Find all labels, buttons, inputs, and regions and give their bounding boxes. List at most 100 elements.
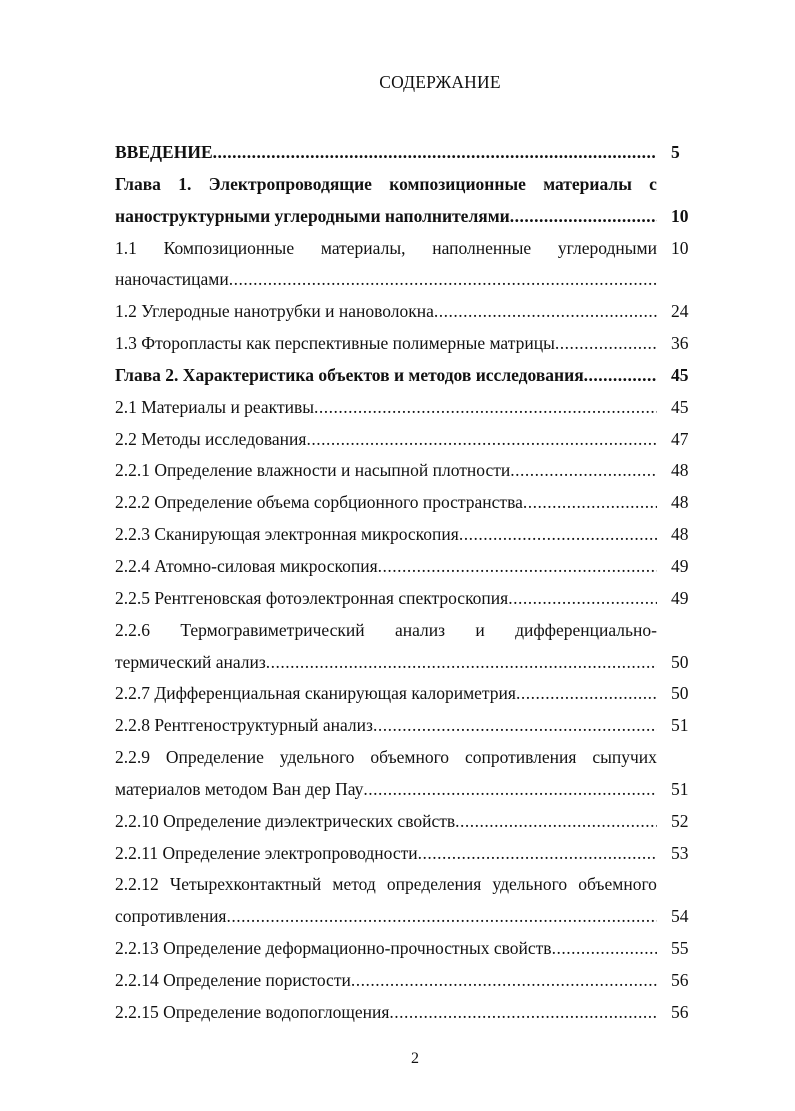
toc-entry-title: 2.2.1 Определение влажности и насыпной п… [115,460,511,481]
toc-entry-title: 2.2.3 Сканирующая электронная микроскопи… [115,524,459,545]
toc-entry-page: 49 [670,587,689,608]
toc-entry-text-cell: 2.2.1 Определение влажности и насыпной п… [115,455,657,487]
toc-entry-page: 55 [670,938,689,959]
toc-entry-line: наноструктурными углеродными наполнителя… [115,201,710,233]
dot-leader [314,392,657,424]
dot-leader [373,710,657,742]
toc-entry-line: 2.2.10 Определение диэлектрических свойс… [115,806,710,838]
toc-entry[interactable]: 2.2.9 Определение удельного объемного со… [115,742,710,806]
toc-entry-line: 2.2.14 Определение пористости 56 [115,965,710,997]
dot-leader [266,647,657,679]
toc-entry-first-line: 2.2.6 Термогравиметрический анализ и диф… [115,615,710,647]
toc-entry-title: ВВЕДЕНИЕ [115,142,213,162]
toc-entry-title-part: 2.2.9 Определение удельного объемного со… [115,747,657,768]
dot-leader [455,806,657,838]
toc-entry[interactable]: Глава 1. Электропроводящие композиционны… [115,169,710,233]
toc-entry[interactable]: 2.2.6 Термогравиметрический анализ и диф… [115,615,710,679]
toc-entry[interactable]: 2.2.11 Определение электропроводности 53 [115,838,710,870]
toc-entry-line: 1.2 Углеродные нанотрубки и нановолокна 2… [115,296,710,328]
toc-entry-title: 2.2.2 Определение объема сорбционного пр… [115,492,523,513]
toc-entry-first-line: 2.2.12 Четырехконтактный метод определен… [115,869,710,901]
toc-entry[interactable]: 2.2.8 Рентгеноструктурный анализ 51 [115,710,710,742]
dot-leader [584,360,657,392]
toc-entry[interactable]: 2.2 Методы исследования 47 [115,424,710,456]
toc-entry[interactable]: 2.2.1 Определение влажности и насыпной п… [115,455,710,487]
toc-entry-line: наночастицами [115,264,710,296]
toc-entry-text-cell: 2.2 Методы исследования [115,424,657,456]
toc-entry-page: 48 [670,460,689,481]
toc-entry-title-part: 2.2.12 Четырехконтактный метод определен… [115,874,657,895]
toc-entry[interactable]: 2.1 Материалы и реактивы 45 [115,392,710,424]
toc-entry-page: 50 [670,683,689,704]
toc-entry-title-part: 2.2.6 Термогравиметрический анализ и диф… [115,619,657,640]
toc-entry-text-cell: 2.2.14 Определение пористости [115,965,657,997]
toc-entry[interactable]: 1.3 Фторопласты как перспективные полиме… [115,328,710,360]
toc-entry[interactable]: 2.2.2 Определение объема сорбционного пр… [115,487,710,519]
toc-entry-title: 2.2.7 Дифференциальная сканирующая калор… [115,683,516,704]
page-number: 2 [411,1050,419,1067]
toc-entry-text-cell: 2.1 Материалы и реактивы [115,392,657,424]
toc-entry-page: 53 [670,842,689,863]
toc-entry-page: 5 [670,142,680,162]
toc-entry[interactable]: 1.1 Композиционные материалы, наполненны… [115,233,710,297]
toc-entry[interactable]: 2.2.7 Дифференциальная сканирующая калор… [115,678,710,710]
toc-entry-text-cell: 1.2 Углеродные нанотрубки и нановолокна [115,296,657,328]
toc-entry-first-line: 2.2.9 Определение удельного объемного со… [115,742,710,774]
toc-entry-line: 2.2.4 Атомно-силовая микроскопия 49 [115,551,710,583]
toc-entry-title: 1.3 Фторопласты как перспективные полиме… [115,333,555,354]
toc-entry-line: 1.3 Фторопласты как перспективные полиме… [115,328,710,360]
toc-entry[interactable]: 1.2 Углеродные нанотрубки и нановолокна 2… [115,296,710,328]
toc-entry-text-cell: термический анализ [115,647,657,679]
toc-entry[interactable]: 2.2.10 Определение диэлектрических свойс… [115,806,710,838]
dot-leader [510,201,657,233]
toc-entry-page: 50 [670,651,689,672]
toc-entry-line: 2.2.7 Дифференциальная сканирующая калор… [115,678,710,710]
toc-entry-page: 49 [670,555,689,576]
toc-entry-line: 2.2.8 Рентгеноструктурный анализ 51 [115,710,710,742]
toc-entry[interactable]: 2.2.13 Определение деформационно-прочнос… [115,933,710,965]
toc-entry-text-cell: 2.2.11 Определение электропроводности [115,838,657,870]
toc-entry-first-line: Глава 1. Электропроводящие композиционны… [115,169,710,201]
toc-entry-page: 52 [670,810,689,831]
dot-leader [229,264,657,296]
dot-leader [552,933,657,965]
toc-entry-title: 2.2.4 Атомно-силовая микроскопия [115,555,378,576]
toc-entry-page: 45 [670,364,689,385]
toc-entry-text-cell: 2.2.8 Рентгеноструктурный анализ [115,710,657,742]
toc-entry[interactable]: 2.2.4 Атомно-силовая микроскопия 49 [115,551,710,583]
dot-leader [510,455,657,487]
dot-leader [351,965,657,997]
toc-entry-page: 36 [670,333,689,354]
toc-entry[interactable]: 2.2.15 Определение водопоглощения 56 [115,997,710,1029]
toc-entry-text-cell: наночастицами [115,264,657,296]
toc-entry-title: 2.2.5 Рентгеновская фотоэлектронная спек… [115,587,509,608]
toc-entry-title: материалов методом Ван дер Пау [115,778,364,799]
toc-entry[interactable]: 2.2.12 Четырехконтактный метод определен… [115,869,710,933]
toc-entry-line: Глава 2. Характеристика объектов и метод… [115,360,710,392]
toc-entry-line: 2.1 Материалы и реактивы 45 [115,392,710,424]
toc-entry-line: 2.2.1 Определение влажности и насыпной п… [115,455,710,487]
toc-entry-title: 1.2 Углеродные нанотрубки и нановолокна [115,301,434,322]
toc-entry-page: 10 [670,237,689,258]
toc-entry-page [657,615,710,647]
toc-entry-page [657,869,710,901]
toc-entry[interactable]: 2.2.14 Определение пористости 56 [115,965,710,997]
dot-leader [378,551,657,583]
toc-entry-line: 2.2.11 Определение электропроводности 53 [115,838,710,870]
toc-entry-page: 48 [670,524,689,545]
toc-entry[interactable]: 2.2.3 Сканирующая электронная микроскопи… [115,519,710,551]
toc-entry[interactable]: 2.2.5 Рентгеновская фотоэлектронная спек… [115,583,710,615]
toc-entry-page: 48 [670,492,689,513]
toc-entry-page: 47 [670,428,689,449]
toc-entry-line: 2.2.13 Определение деформационно-прочнос… [115,933,710,965]
toc-entry-text-cell: материалов методом Ван дер Пау [115,774,657,806]
toc-entry-page: 51 [670,715,689,736]
toc-entry-line: 2.2.2 Определение объема сорбционного пр… [115,487,710,519]
toc-entry[interactable]: ВВЕДЕНИЕ 5 [115,137,710,169]
toc-entry-page: 45 [670,396,689,417]
toc-entry-title: 2.2.10 Определение диэлектрических свойс… [115,810,456,831]
toc-entry[interactable]: Глава 2. Характеристика объектов и метод… [115,360,710,392]
toc-entry-title: 2.2.13 Определение деформационно-прочнос… [115,938,552,959]
dot-leader [306,424,656,456]
toc-entry-page: 51 [670,778,689,799]
